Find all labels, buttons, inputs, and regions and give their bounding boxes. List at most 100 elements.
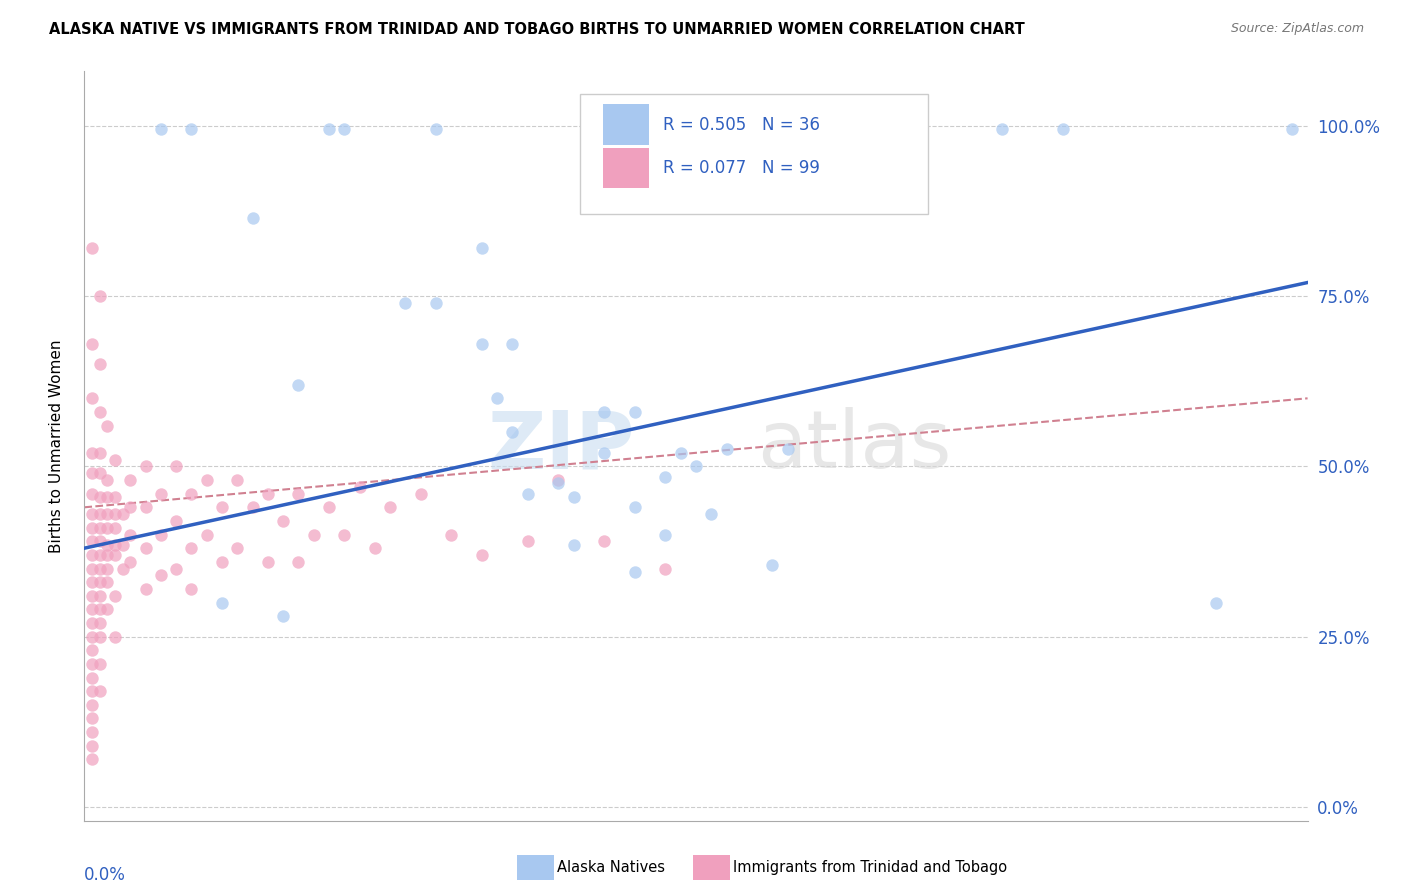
Point xyxy=(80,336,103,351)
Point xyxy=(135,541,157,556)
Point xyxy=(80,739,103,753)
Text: 0.0%: 0.0% xyxy=(84,865,127,884)
Point xyxy=(333,122,356,136)
Point xyxy=(516,534,538,549)
Point xyxy=(80,521,103,535)
Point xyxy=(80,684,103,698)
Point xyxy=(80,725,103,739)
Point xyxy=(1281,122,1303,136)
Point xyxy=(89,684,111,698)
Point xyxy=(89,657,111,671)
Point xyxy=(394,296,416,310)
Point xyxy=(333,527,356,541)
Point xyxy=(89,507,111,521)
Point xyxy=(593,405,616,419)
Point xyxy=(80,242,103,256)
Point xyxy=(242,500,264,515)
Point xyxy=(318,122,340,136)
Point xyxy=(471,548,494,562)
Point xyxy=(96,507,118,521)
Point xyxy=(654,561,676,575)
Point xyxy=(211,500,233,515)
Point xyxy=(624,405,647,419)
Point xyxy=(440,527,463,541)
Point xyxy=(409,486,432,500)
Point xyxy=(593,534,616,549)
FancyBboxPatch shape xyxy=(603,104,650,145)
Point xyxy=(624,500,647,515)
Point xyxy=(165,459,187,474)
Point xyxy=(89,630,111,644)
Point xyxy=(104,507,127,521)
Point xyxy=(380,500,402,515)
Point xyxy=(89,602,111,616)
Point xyxy=(89,616,111,631)
Point xyxy=(96,575,118,590)
FancyBboxPatch shape xyxy=(579,94,928,214)
Point xyxy=(271,609,294,624)
Point xyxy=(104,630,127,644)
Point xyxy=(89,575,111,590)
FancyBboxPatch shape xyxy=(603,148,650,188)
Point xyxy=(654,469,676,483)
Point xyxy=(89,521,111,535)
Point xyxy=(111,538,134,552)
Point xyxy=(120,527,142,541)
Point xyxy=(318,500,340,515)
Point xyxy=(257,486,280,500)
Y-axis label: Births to Unmarried Women: Births to Unmarried Women xyxy=(49,339,63,553)
Point xyxy=(80,446,103,460)
Point xyxy=(96,490,118,504)
Point xyxy=(96,602,118,616)
Point xyxy=(1052,122,1074,136)
Point xyxy=(135,582,157,596)
Point xyxy=(80,671,103,685)
Point xyxy=(211,596,233,610)
Point xyxy=(80,657,103,671)
Point xyxy=(135,500,157,515)
Point xyxy=(502,425,524,440)
Point xyxy=(149,122,172,136)
Text: Source: ZipAtlas.com: Source: ZipAtlas.com xyxy=(1230,22,1364,36)
Text: Alaska Natives: Alaska Natives xyxy=(557,860,665,874)
Point xyxy=(425,296,447,310)
Point xyxy=(80,575,103,590)
Point xyxy=(89,589,111,603)
Point xyxy=(685,459,707,474)
Point xyxy=(96,521,118,535)
Point xyxy=(135,459,157,474)
Point xyxy=(89,548,111,562)
Point xyxy=(180,541,202,556)
Point xyxy=(776,442,799,457)
Point xyxy=(89,467,111,481)
Point xyxy=(562,490,585,504)
Point xyxy=(111,561,134,575)
Point xyxy=(96,418,118,433)
Point xyxy=(287,555,309,569)
Text: R = 0.077   N = 99: R = 0.077 N = 99 xyxy=(664,159,820,177)
Point xyxy=(180,582,202,596)
Point xyxy=(89,357,111,371)
Point xyxy=(425,122,447,136)
Point xyxy=(547,476,569,491)
Point xyxy=(165,514,187,528)
Point xyxy=(80,711,103,725)
Point xyxy=(96,538,118,552)
Point xyxy=(349,480,371,494)
Point xyxy=(502,336,524,351)
Point xyxy=(180,486,202,500)
Point xyxy=(149,568,172,582)
Point xyxy=(211,555,233,569)
Point xyxy=(104,521,127,535)
Point xyxy=(165,561,187,575)
Point xyxy=(716,442,738,457)
Point xyxy=(1205,596,1227,610)
Point xyxy=(562,538,585,552)
Point xyxy=(96,548,118,562)
Point xyxy=(242,211,264,225)
Point xyxy=(120,555,142,569)
Point xyxy=(486,392,509,406)
Point xyxy=(104,589,127,603)
Point xyxy=(80,534,103,549)
Point xyxy=(80,548,103,562)
